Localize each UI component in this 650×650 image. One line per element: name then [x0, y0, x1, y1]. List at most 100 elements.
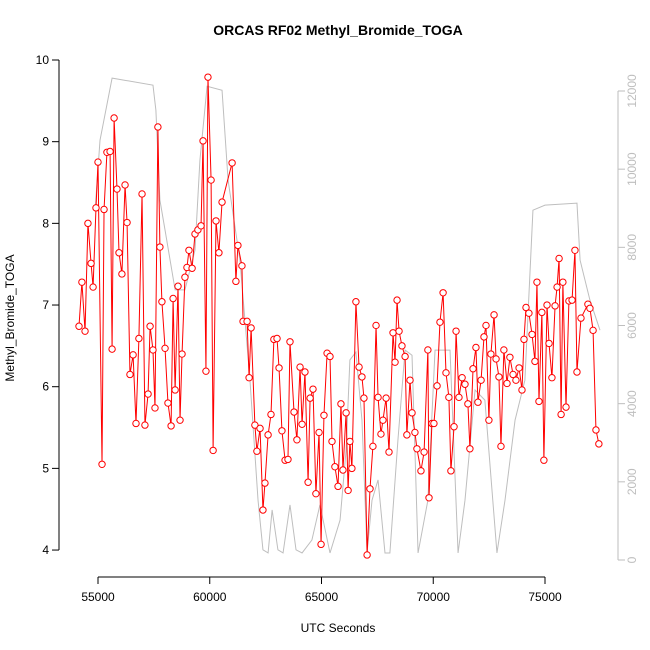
data-point — [461, 380, 469, 388]
data-point — [391, 358, 399, 366]
data-point — [377, 430, 385, 438]
data-point — [472, 343, 480, 352]
data-point — [548, 374, 556, 382]
data-point — [442, 369, 450, 377]
data-point — [202, 367, 210, 375]
data-point — [326, 352, 334, 361]
data-point — [374, 393, 382, 402]
y-tick-label: 5 — [42, 461, 49, 475]
data-point — [385, 448, 393, 456]
data-point — [398, 342, 406, 350]
data-point — [306, 394, 314, 402]
data-point — [455, 393, 463, 402]
data-point — [522, 303, 530, 312]
data-point — [296, 363, 304, 371]
y-tick-label: 10 — [36, 53, 50, 67]
data-point — [474, 398, 482, 406]
data-point — [84, 219, 92, 228]
data-point — [395, 327, 403, 335]
data-point — [245, 374, 253, 382]
data-point — [389, 329, 397, 337]
data-point — [348, 464, 356, 473]
data-point — [540, 456, 548, 464]
data-point — [167, 422, 175, 430]
data-point — [366, 485, 374, 493]
data-point — [197, 222, 205, 230]
data-point — [342, 409, 350, 417]
data-point — [408, 409, 416, 417]
data-point — [185, 246, 193, 255]
data-point — [108, 345, 116, 353]
data-point — [492, 355, 500, 363]
data-point — [115, 249, 123, 257]
data-point — [518, 386, 526, 394]
data-point — [158, 298, 166, 306]
data-point — [181, 273, 189, 281]
y-tick-label: 9 — [42, 135, 49, 149]
data-point — [243, 317, 251, 326]
data-point — [337, 400, 345, 408]
data-point — [98, 460, 106, 468]
data-point — [543, 301, 551, 309]
data-point — [284, 455, 292, 464]
data-point — [161, 344, 169, 353]
data-point — [531, 357, 539, 366]
data-point — [253, 447, 261, 455]
data-point — [424, 346, 432, 354]
data-point — [92, 204, 100, 212]
data-point — [487, 350, 495, 358]
data-point — [372, 321, 380, 330]
y-tick-label: 6 — [42, 380, 49, 394]
data-point — [334, 482, 342, 491]
data-point — [238, 262, 246, 270]
data-point — [515, 364, 523, 372]
data-point — [512, 376, 520, 384]
data-point — [278, 427, 286, 435]
data-point — [535, 397, 543, 406]
x-tick-label: 65000 — [305, 590, 339, 604]
data-point — [132, 419, 140, 428]
y2-tick-label: 10000 — [625, 152, 639, 186]
data-point — [506, 353, 514, 361]
data-point — [420, 448, 428, 456]
data-point — [106, 147, 114, 156]
data-point — [545, 339, 553, 348]
data-point — [445, 393, 453, 402]
data-point — [273, 334, 281, 343]
x-tick-label: 75000 — [528, 590, 562, 604]
y2-tick-label: 0 — [625, 556, 639, 563]
data-point — [164, 399, 172, 407]
data-point — [169, 294, 177, 303]
y2-tick-label: 6000 — [625, 312, 639, 339]
data-point — [138, 190, 146, 198]
data-point — [571, 246, 579, 255]
data-point — [251, 421, 259, 429]
data-point — [557, 410, 565, 419]
data-point — [151, 404, 159, 412]
data-point — [430, 419, 438, 428]
data-point — [304, 478, 312, 486]
data-point — [286, 338, 294, 346]
data-point — [562, 403, 570, 411]
data-point — [490, 311, 498, 319]
data-point — [436, 318, 444, 326]
data-point — [369, 442, 377, 451]
y2-tick-label: 4000 — [625, 390, 639, 417]
data-point — [551, 302, 559, 310]
data-point — [509, 370, 517, 379]
data-point — [586, 304, 594, 312]
x-axis-label: UTC Seconds — [301, 621, 376, 635]
data-point — [477, 376, 485, 384]
data-point — [450, 423, 458, 431]
data-point — [174, 282, 182, 290]
data-point — [178, 350, 186, 358]
data-point — [121, 181, 129, 189]
data-point — [154, 123, 162, 131]
data-point — [212, 217, 220, 225]
data-point — [433, 382, 441, 390]
data-point — [247, 324, 255, 332]
data-point — [403, 431, 411, 439]
data-point — [218, 198, 226, 206]
data-point — [264, 431, 272, 439]
